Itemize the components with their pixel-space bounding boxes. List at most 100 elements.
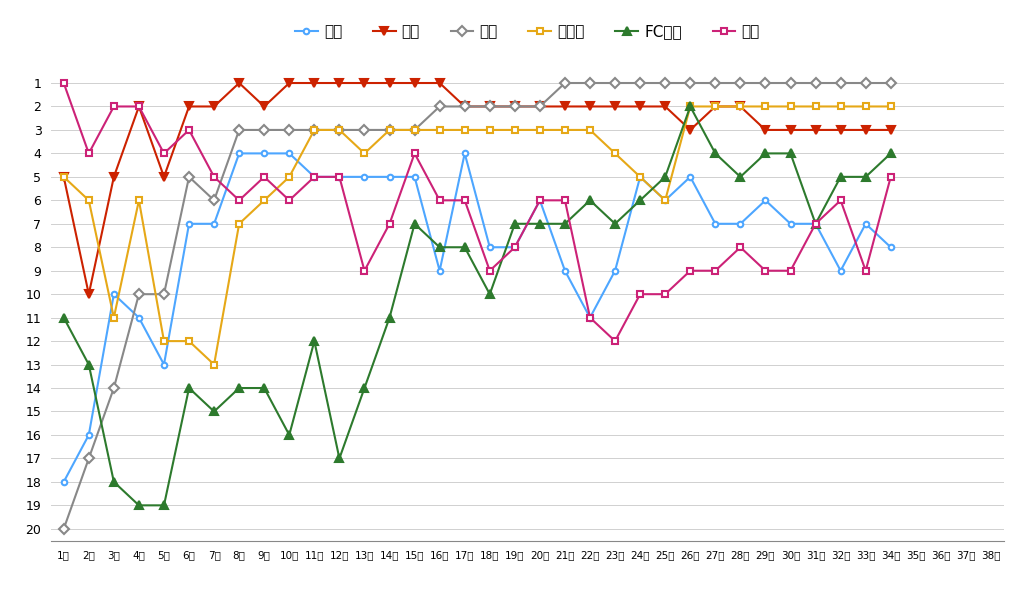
松本 <box>609 337 622 345</box>
富山 <box>534 103 546 110</box>
愛媛 <box>158 290 170 298</box>
FC大阪 <box>710 150 722 157</box>
富山 <box>308 80 321 87</box>
FC大阪 <box>534 220 546 228</box>
富山 <box>383 80 395 87</box>
富山 <box>659 103 672 110</box>
富山 <box>183 103 196 110</box>
鹿児島 <box>483 127 496 134</box>
愛媛 <box>885 80 897 87</box>
奈良 <box>559 267 571 274</box>
奈良 <box>710 220 722 228</box>
鹿児島 <box>609 150 622 157</box>
奈良 <box>183 220 196 228</box>
奈良 <box>283 150 295 157</box>
鹿児島 <box>859 103 871 110</box>
富山 <box>83 290 95 298</box>
松本 <box>133 103 145 110</box>
鹿児島 <box>634 173 646 181</box>
奈良 <box>584 314 596 321</box>
愛媛 <box>358 127 371 134</box>
Line: 奈良: 奈良 <box>61 151 894 485</box>
奈良 <box>158 361 170 368</box>
奈良 <box>659 197 672 204</box>
鹿児島 <box>358 150 371 157</box>
富山 <box>835 127 847 134</box>
松本 <box>710 267 722 274</box>
愛媛 <box>283 127 295 134</box>
FC大阪 <box>634 197 646 204</box>
奈良 <box>684 173 696 181</box>
奈良 <box>409 173 421 181</box>
FC大阪 <box>609 220 622 228</box>
FC大阪 <box>108 478 120 485</box>
松本 <box>233 197 246 204</box>
奈良 <box>859 220 871 228</box>
Line: 愛媛: 愛媛 <box>60 80 894 532</box>
愛媛 <box>734 80 746 87</box>
愛媛 <box>433 103 445 110</box>
富山 <box>208 103 220 110</box>
奈良 <box>835 267 847 274</box>
奈良 <box>233 150 246 157</box>
FC大阪 <box>835 173 847 181</box>
松本 <box>57 80 70 87</box>
松本 <box>358 267 371 274</box>
松本 <box>208 173 220 181</box>
松本 <box>483 267 496 274</box>
富山 <box>734 103 746 110</box>
松本 <box>333 173 345 181</box>
FC大阪 <box>183 384 196 391</box>
愛媛 <box>634 80 646 87</box>
愛媛 <box>584 80 596 87</box>
松本 <box>634 290 646 298</box>
奈良 <box>258 150 270 157</box>
FC大阪 <box>333 455 345 462</box>
Line: 富山: 富山 <box>59 79 895 298</box>
愛媛 <box>333 127 345 134</box>
松本 <box>734 244 746 251</box>
松本 <box>308 173 321 181</box>
愛媛 <box>659 80 672 87</box>
松本 <box>534 197 546 204</box>
Legend: 奈良, 富山, 愛媛, 鹿児島, FC大阪, 松本: 奈良, 富山, 愛媛, 鹿児島, FC大阪, 松本 <box>289 18 766 45</box>
愛媛 <box>534 103 546 110</box>
鹿児島 <box>383 127 395 134</box>
富山 <box>333 80 345 87</box>
愛媛 <box>183 173 196 181</box>
鹿児島 <box>108 314 120 321</box>
愛媛 <box>409 127 421 134</box>
松本 <box>459 197 471 204</box>
愛媛 <box>308 127 321 134</box>
FC大阪 <box>759 150 772 157</box>
愛媛 <box>559 80 571 87</box>
富山 <box>459 103 471 110</box>
FC大阪 <box>483 290 496 298</box>
松本 <box>509 244 521 251</box>
松本 <box>83 150 95 157</box>
富山 <box>710 103 722 110</box>
松本 <box>183 127 196 134</box>
富山 <box>233 80 246 87</box>
鹿児島 <box>308 127 321 134</box>
鹿児島 <box>57 173 70 181</box>
奈良 <box>759 197 772 204</box>
富山 <box>634 103 646 110</box>
奈良 <box>108 290 120 298</box>
FC大阪 <box>283 431 295 438</box>
鹿児島 <box>659 197 672 204</box>
鹿児島 <box>83 197 95 204</box>
鹿児島 <box>885 103 897 110</box>
奈良 <box>308 173 321 181</box>
奈良 <box>383 173 395 181</box>
奈良 <box>57 478 70 485</box>
鹿児島 <box>509 127 521 134</box>
奈良 <box>734 220 746 228</box>
FC大阪 <box>784 150 797 157</box>
松本 <box>409 150 421 157</box>
FC大阪 <box>433 244 445 251</box>
愛媛 <box>759 80 772 87</box>
松本 <box>559 197 571 204</box>
富山 <box>584 103 596 110</box>
富山 <box>809 127 821 134</box>
